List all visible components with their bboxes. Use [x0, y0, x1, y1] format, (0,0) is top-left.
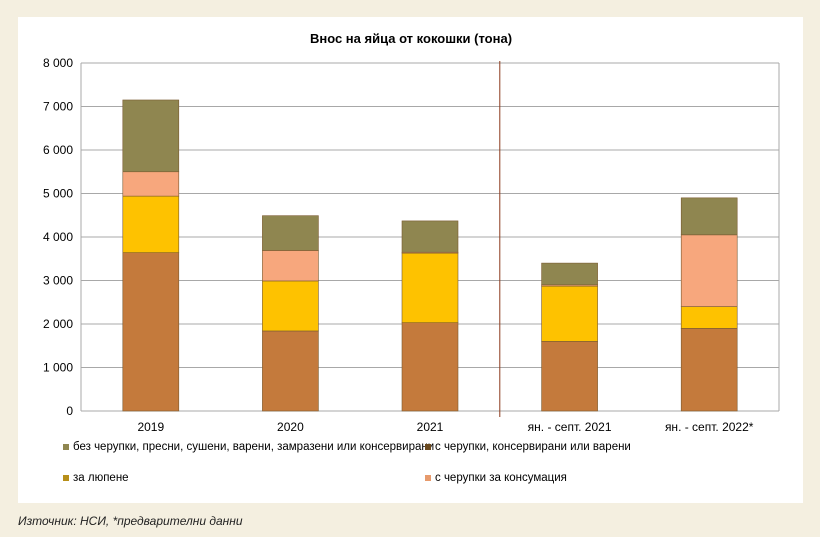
- bar-segment: [122, 195, 180, 253]
- x-tick-label: 2021: [417, 420, 444, 434]
- bar-segment: [122, 99, 180, 173]
- y-tick-label: 4 000: [43, 230, 73, 244]
- bars: [122, 99, 738, 412]
- y-tick-label: 7 000: [43, 100, 73, 114]
- legend-label: за люпене: [73, 472, 129, 484]
- bar-segment: [541, 341, 598, 412]
- y-tick-label: 6 000: [43, 143, 73, 157]
- x-tick-label: 2019: [137, 420, 164, 434]
- y-tick-label: 3 000: [43, 274, 73, 288]
- chart-frame: Внос на яйца от кокошки (тона) 0 1 000 2 0…: [18, 17, 803, 503]
- legend-label: без черупки, пресни, сушени, варени, зам…: [73, 441, 434, 453]
- bar-segment: [680, 328, 738, 412]
- bar-segment: [262, 330, 319, 412]
- x-axis-ticks: 2019 2020 2021 ян. - септ. 2021 ян. - септ. …: [137, 420, 753, 434]
- y-tick-label: 2 000: [43, 317, 73, 331]
- source-note: Източник: НСИ, *предварителни данни: [18, 514, 243, 528]
- legend-swatch: [63, 475, 69, 481]
- bar-segment: [680, 306, 738, 329]
- legend-swatch: [425, 444, 431, 450]
- bar-segment: [262, 215, 319, 251]
- y-tick-label: 5 000: [43, 187, 73, 201]
- bar-segment: [541, 285, 598, 342]
- x-tick-label: ян. - септ. 2022*: [665, 420, 754, 434]
- bar-segment: [401, 252, 459, 323]
- bar-segment: [541, 262, 598, 286]
- y-tick-label: 0: [66, 404, 73, 418]
- x-tick-label: 2020: [277, 420, 304, 434]
- y-axis-ticks: 0 1 000 2 000 3 000 4 000 5 000 6 000 7 000 8 00…: [43, 56, 73, 418]
- x-tick-label: ян. - септ. 2021: [528, 420, 612, 434]
- legend-label: с черупки, консервирани или варени: [435, 441, 631, 453]
- bar-segment: [401, 322, 459, 412]
- bar-segment: [262, 250, 319, 282]
- legend-swatch: [63, 444, 69, 450]
- bar-segment: [122, 252, 180, 412]
- legend-label: с черупки за консумация: [435, 472, 567, 484]
- y-tick-label: 8 000: [43, 56, 73, 70]
- bar-segment: [122, 171, 180, 197]
- bar-segment: [680, 197, 738, 236]
- bar-segment: [680, 234, 738, 307]
- bar-segment: [262, 280, 319, 332]
- chart-title: Внос на яйца от кокошки (тона): [310, 31, 512, 46]
- y-tick-label: 1 000: [43, 361, 73, 375]
- legend-swatch: [425, 475, 431, 481]
- stacked-bar-chart: Внос на яйца от кокошки (тона) 0 1 000 2 0…: [43, 31, 780, 484]
- bar-segment: [401, 220, 459, 253]
- legend: без черупки, пресни, сушени, варени, зам…: [63, 441, 631, 484]
